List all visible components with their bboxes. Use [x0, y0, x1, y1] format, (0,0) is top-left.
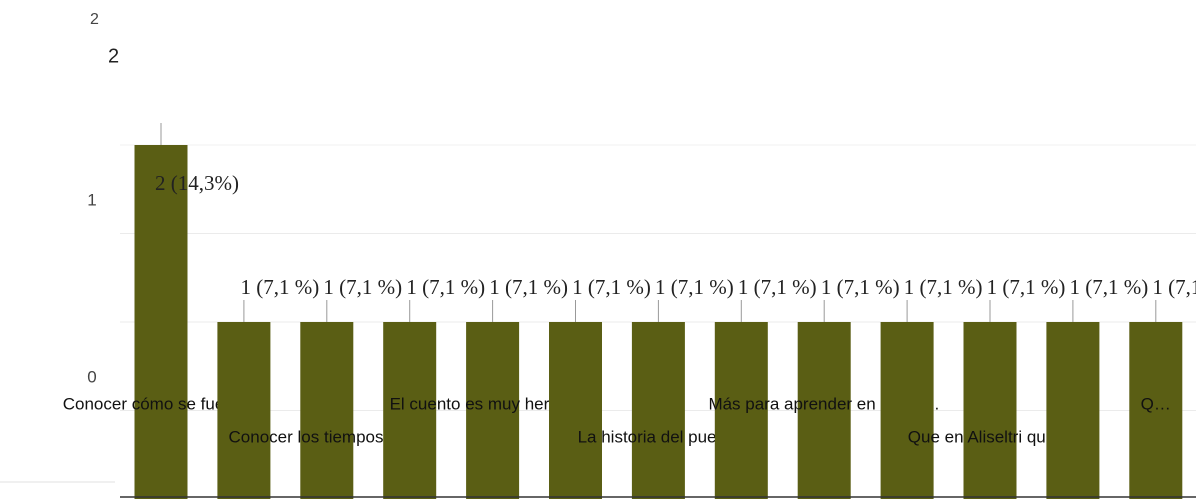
bar	[1129, 322, 1183, 499]
value-label: 1 (7,1 %)	[489, 275, 568, 299]
value-label: 1 (7,1 %)	[323, 275, 402, 299]
value-label: 1 (7,1 %)	[655, 275, 734, 299]
bar	[1046, 322, 1100, 499]
bar	[383, 322, 437, 499]
value-label: 1 (7,1 %)	[904, 275, 983, 299]
value-label: 1 (7,1 %)	[241, 275, 320, 299]
bar	[631, 322, 685, 499]
x-tick-label: Q…	[1141, 394, 1171, 413]
bar	[880, 322, 934, 499]
y-tick-label: 0	[87, 367, 96, 386]
bar	[963, 322, 1017, 499]
value-label: 1 (7,1 %)	[1152, 275, 1196, 299]
bar	[300, 322, 354, 499]
x-tick-label: Conocer cómo se fue el…	[63, 394, 260, 413]
bar	[549, 322, 602, 499]
value-label: 1 (7,1 %)	[987, 275, 1066, 299]
annotation: 2	[108, 45, 119, 67]
x-tick-label: Que en Aliseltri que…	[908, 427, 1072, 446]
value-label: 1 (7,1 %)	[821, 275, 900, 299]
x-tick-label: El cuento es muy hermoso.	[390, 394, 596, 413]
value-label: 1 (7,1 %)	[572, 275, 651, 299]
value-label: 1 (7,1 %)	[1070, 275, 1149, 299]
value-label: 1 (7,1 %)	[406, 275, 485, 299]
bar	[134, 145, 188, 499]
annotation: 2	[90, 11, 99, 28]
x-tick-label: La historia del pueblo	[578, 427, 740, 446]
y-tick-label: 1	[87, 190, 96, 209]
value-label: 1 (7,1 %)	[738, 275, 817, 299]
x-tick-label: Conocer los tiempos fur…	[229, 427, 426, 446]
value-label: 2 (14,3%)	[155, 171, 239, 195]
bar	[797, 322, 851, 499]
bar	[466, 322, 520, 499]
bar	[217, 322, 271, 499]
bar	[714, 322, 768, 499]
